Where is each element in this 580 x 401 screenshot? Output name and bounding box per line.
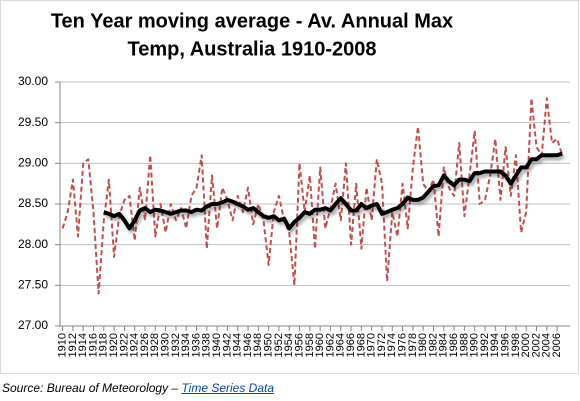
y-tick-label: 28.00 [18, 237, 48, 251]
x-tick-label: 1998 [510, 333, 522, 357]
x-tick-label: 1972 [376, 333, 388, 357]
x-tick-label: 2004 [541, 333, 553, 357]
x-tick-label: 1964 [335, 333, 347, 357]
x-tick-label: 2000 [520, 333, 532, 357]
x-tick-label: 1990 [469, 333, 481, 357]
x-tick-label: 1986 [448, 333, 460, 357]
source-note: Source: Bureau of Meteorology – Time Ser… [2, 381, 274, 395]
x-tick-label: 1992 [479, 333, 491, 357]
x-tick-label: 1960 [314, 333, 326, 357]
x-tick-label: 1912 [67, 333, 79, 357]
source-text: Source: Bureau of Meteorology – [2, 381, 182, 395]
x-tick-label: 1968 [355, 333, 367, 357]
x-tick-label: 1918 [98, 333, 110, 357]
y-tick-label: 28.50 [18, 196, 48, 210]
x-tick-label: 1954 [283, 333, 295, 357]
y-tick-label: 29.00 [18, 156, 48, 170]
x-tick-label: 1988 [458, 333, 470, 357]
x-tick-label: 1936 [190, 333, 202, 357]
x-tick-label: 1922 [118, 333, 130, 357]
x-tick-label: 1966 [345, 333, 357, 357]
x-tick-label: 1950 [263, 333, 275, 357]
chart-title: Ten Year moving average - Av. Annual Max [51, 10, 453, 32]
x-tick-label: 1932 [170, 333, 182, 357]
x-tick-label: 1958 [304, 333, 316, 357]
x-tick-label: 1956 [293, 333, 305, 357]
y-tick-label: 30.00 [18, 74, 48, 88]
x-tick-label: 1920 [108, 333, 120, 357]
chart-frame [0, 0, 579, 374]
y-tick-label: 29.50 [18, 115, 48, 129]
source-link[interactable]: Time Series Data [181, 381, 275, 395]
x-tick-label: 1974 [386, 333, 398, 357]
x-tick-label: 1976 [396, 333, 408, 357]
y-tick-label: 27.00 [18, 318, 48, 332]
x-tick-label: 1910 [56, 333, 68, 357]
x-tick-label: 1946 [242, 333, 254, 357]
x-tick-label: 1948 [252, 333, 264, 357]
series-line [103, 151, 563, 231]
x-tick-label: 1940 [211, 333, 223, 357]
chart: Ten Year moving average - Av. Annual Max… [0, 0, 579, 374]
y-tick-label: 27.50 [18, 278, 48, 292]
x-tick-label: 1934 [180, 333, 192, 357]
x-tick-label: 1926 [139, 333, 151, 357]
x-tick-label: 1942 [221, 333, 233, 357]
x-tick-label: 1914 [77, 333, 89, 357]
x-tick-label: 2006 [551, 333, 563, 357]
x-tick-label: 1916 [87, 333, 99, 357]
x-tick-label: 1996 [500, 333, 512, 357]
x-tick-label: 1930 [160, 333, 172, 357]
x-tick-label: 1924 [129, 333, 141, 357]
x-tick-label: 1952 [273, 333, 285, 357]
x-tick-label: 1984 [438, 333, 450, 357]
x-tick-label: 1938 [201, 333, 213, 357]
x-tick-label: 1982 [427, 333, 439, 357]
x-tick-label: 1928 [149, 333, 161, 357]
x-tick-label: 1994 [489, 333, 501, 357]
x-tick-label: 1962 [324, 333, 336, 357]
x-tick-label: 1980 [417, 333, 429, 357]
x-tick-label: 1970 [366, 333, 378, 357]
x-tick-label: 2002 [530, 333, 542, 357]
chart-title: Temp, Australia 1910-2008 [127, 38, 376, 60]
x-tick-label: 1944 [232, 333, 244, 357]
x-tick-label: 1978 [407, 333, 419, 357]
